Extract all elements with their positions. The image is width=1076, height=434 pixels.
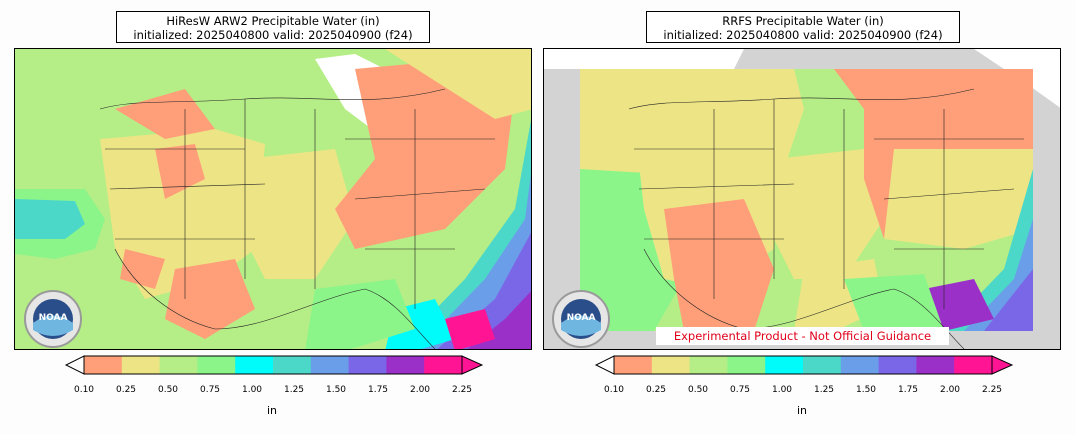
right-colorbar-swatch (840, 356, 880, 374)
noaa-logo-right-text: NOAA (567, 313, 596, 323)
right-colorbar-tick-label: 0.50 (687, 385, 709, 395)
left-colorbar-tick-label: 0.75 (199, 385, 221, 395)
left-colorbar-swatch (310, 356, 350, 374)
left-colorbar-swatch (348, 356, 387, 374)
right-colorbar-swatch (954, 356, 993, 374)
left-panel-title: HiResW ARW2 Precipitable Water (in) init… (116, 11, 430, 43)
noaa-logo-left: NOAA (24, 290, 82, 348)
right-colorbar-swatch (765, 356, 804, 374)
right-colorbar-swatch (614, 356, 653, 374)
right-colorbar (594, 355, 1014, 375)
left-colorbar-swatch (159, 356, 198, 374)
right-colorbar-tick-label: 0.75 (729, 385, 751, 395)
right-colorbar-swatch (803, 356, 842, 374)
right-colorbar-under-arrow (594, 355, 615, 375)
right-map (543, 48, 1061, 350)
right-colorbar-swatch (689, 356, 728, 374)
right-title-line1: RRFS Precipitable Water (in) (722, 14, 884, 28)
left-title-line2: initialized: 2025040800 valid: 202504090… (133, 28, 413, 42)
right-colorbar-swatch (651, 356, 691, 374)
right-title-line2: initialized: 2025040800 valid: 202504090… (663, 28, 943, 42)
right-colorbar-tick-label: 0.10 (603, 385, 625, 395)
left-colorbar-tick-label: 1.50 (325, 385, 347, 395)
noaa-logo-left-text: NOAA (39, 313, 68, 323)
left-colorbar-tick-label: 1.25 (283, 385, 305, 395)
left-colorbar-tick-label: 2.00 (409, 385, 431, 395)
right-map-svg (544, 49, 1060, 349)
right-colorbar-tick-label: 1.00 (771, 385, 793, 395)
left-colorbar-swatch (235, 356, 274, 374)
right-colorbar-tick-label: 0.25 (645, 385, 667, 395)
left-colorbar-swatch (386, 356, 425, 374)
right-colorbar-frame (613, 355, 993, 375)
left-colorbar-swatch (197, 356, 236, 374)
left-colorbar-tick-label: 1.00 (241, 385, 263, 395)
left-title-line1: HiResW ARW2 Precipitable Water (in) (166, 14, 380, 28)
left-colorbar (64, 355, 484, 375)
left-map-svg (15, 49, 531, 349)
left-map (14, 48, 532, 350)
right-colorbar-swatch (878, 356, 917, 374)
noaa-logo-right: NOAA (552, 290, 610, 348)
left-colorbar-swatch (273, 356, 312, 374)
right-colorbar-tick-label: 2.00 (939, 385, 961, 395)
left-colorbar-under-arrow (64, 355, 85, 375)
left-colorbar-swatch (424, 356, 463, 374)
left-colorbar-tick-label: 0.10 (73, 385, 95, 395)
left-colorbar-tick-label: 2.25 (451, 385, 473, 395)
right-colorbar-unit: in (796, 404, 808, 417)
right-colorbar-swatch (916, 356, 955, 374)
left-colorbar-swatch (121, 356, 161, 374)
left-colorbar-tick-label: 0.25 (115, 385, 137, 395)
disclaimer-label: Experimental Product - Not Official Guid… (656, 327, 949, 345)
right-colorbar-swatch (727, 356, 766, 374)
right-colorbar-over-arrow (991, 355, 1014, 375)
left-colorbar-tick-label: 0.50 (157, 385, 179, 395)
right-colorbar-tick-label: 1.75 (897, 385, 919, 395)
left-colorbar-tick-label: 1.75 (367, 385, 389, 395)
right-colorbar-tick-label: 1.25 (813, 385, 835, 395)
right-colorbar-tick-label: 1.50 (855, 385, 877, 395)
right-panel-title: RRFS Precipitable Water (in) initialized… (646, 11, 960, 43)
left-colorbar-over-arrow (461, 355, 484, 375)
left-colorbar-unit: in (266, 404, 278, 417)
right-colorbar-tick-label: 2.25 (981, 385, 1003, 395)
left-colorbar-swatch (84, 356, 123, 374)
left-colorbar-frame (83, 355, 463, 375)
